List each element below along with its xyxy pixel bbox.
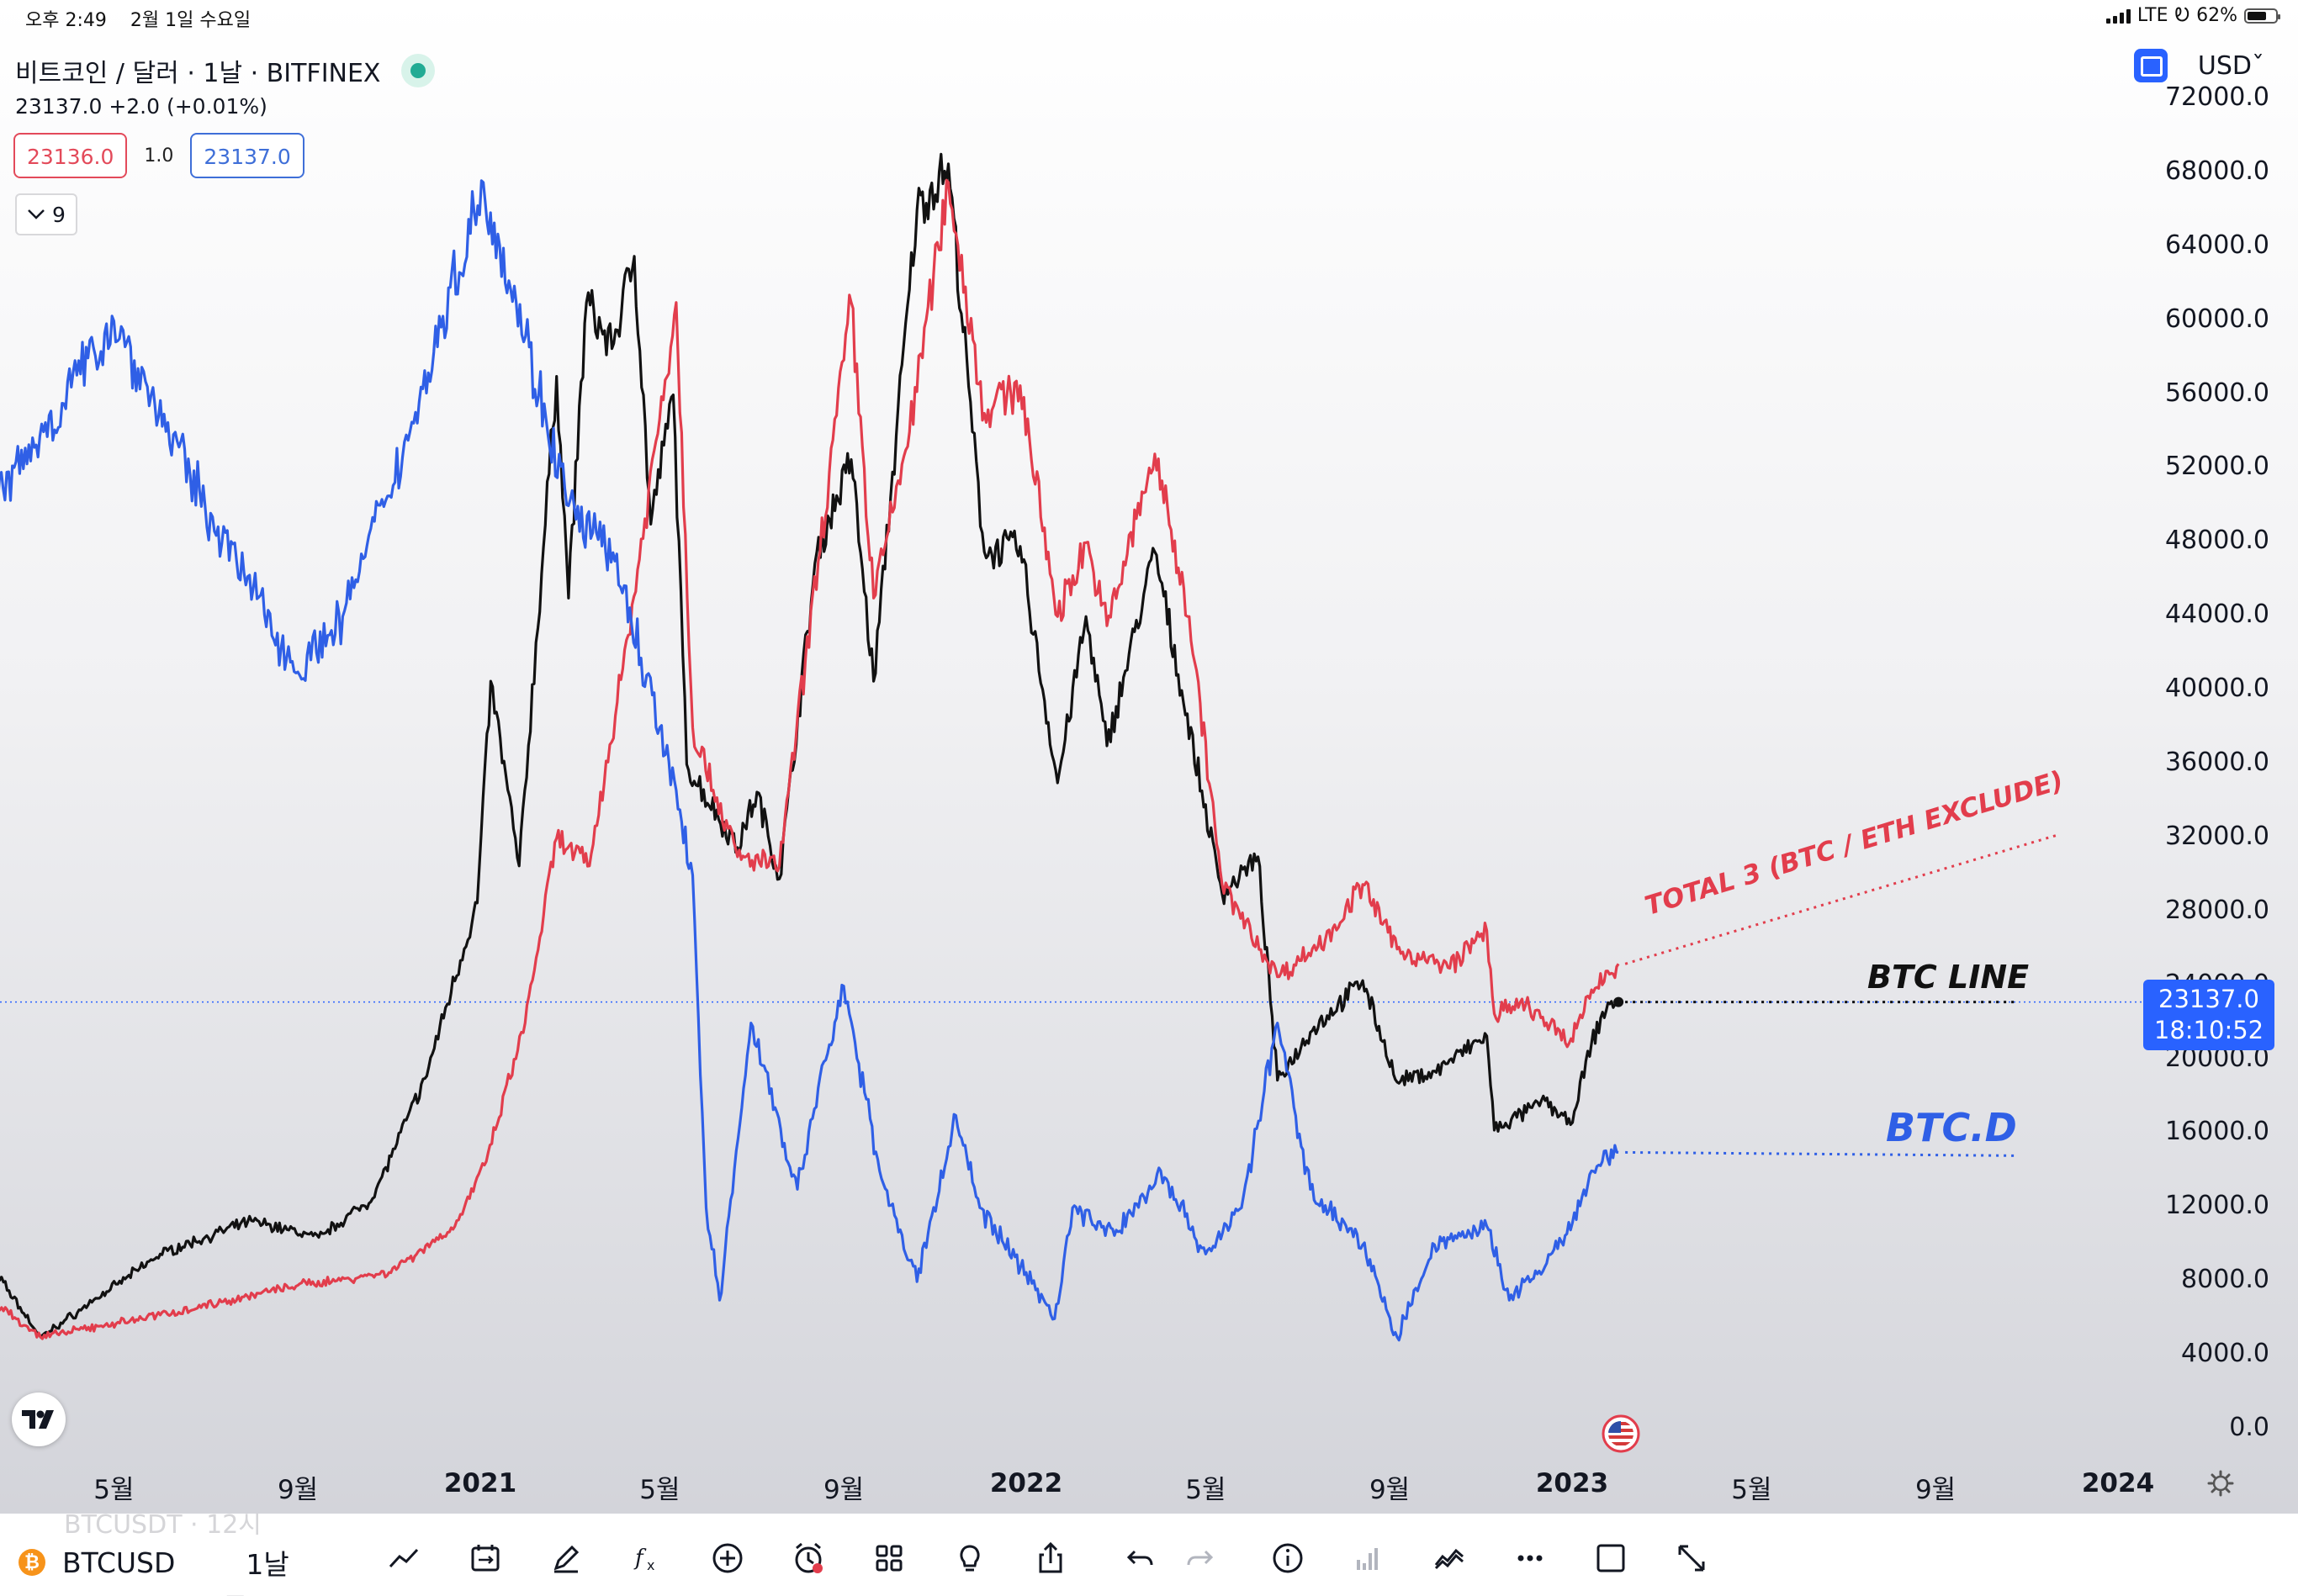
trend-extension-line (1625, 1150, 2020, 1157)
economic-events-flag-icon[interactable] (1602, 1414, 1640, 1453)
price-axis-label: 12000.0 (2164, 1191, 2269, 1221)
caret-down-icon: ˇ (2252, 50, 2264, 81)
status-indicators: LTE Ꭷ 62% (2105, 5, 2280, 26)
price-axis-label: 68000.0 (2164, 156, 2269, 186)
price-axis-label: 72000.0 (2164, 82, 2269, 112)
price-axis-label: 28000.0 (2164, 895, 2269, 925)
price-axis-label: 48000.0 (2164, 526, 2269, 556)
currency-selector[interactable]: USDˇ (2198, 51, 2264, 81)
price-axis-label: 52000.0 (2164, 452, 2269, 482)
series-line-total3[interactable] (0, 178, 1620, 1340)
watchlist-ghost-row: BTCUSDT · 12시 (64, 1514, 262, 1540)
price-axis-label: 8000.0 (2181, 1265, 2269, 1295)
indicator-count: 9 (52, 202, 66, 227)
indicator-toggle-button[interactable]: 9 (15, 193, 77, 235)
buy-button[interactable]: 23137.0 (190, 133, 304, 178)
svg-text:f: f (633, 1546, 647, 1571)
redo-icon[interactable] (1179, 1537, 1221, 1579)
time-axis-label: 5월 (93, 1475, 135, 1505)
status-date: 2월 1일 수요일 (130, 10, 252, 31)
bottom-toolbar: BTCUSDT · 12시 ETHUSDT · 1주 ₿ BTCUSD 1날 f… (0, 1514, 2298, 1596)
symbol-title[interactable]: 비트코인 / 달러 · 1날 · BITFINEX (15, 52, 435, 89)
current-price-value: 23137.0 (2158, 985, 2259, 1013)
info-icon[interactable] (1267, 1537, 1309, 1579)
more-icon[interactable] (1509, 1537, 1551, 1579)
drawing-pen-icon[interactable] (545, 1537, 587, 1579)
interval-selector[interactable]: 1날 (246, 1548, 289, 1581)
headphone-icon: Ꭷ (2174, 5, 2190, 26)
market-open-icon (400, 54, 435, 87)
price-axis-label: 16000.0 (2164, 1117, 2269, 1147)
symbol-selector[interactable]: ₿ BTCUSD 1날 (19, 1542, 289, 1583)
undo-icon[interactable] (1119, 1537, 1161, 1579)
alert-clock-icon[interactable] (787, 1537, 829, 1579)
price-axis-label: 64000.0 (2164, 230, 2269, 260)
price-change-line: 23137.0 +2.0 (+0.01%) (15, 94, 267, 119)
price-axis-label: 32000.0 (2164, 821, 2269, 851)
price-axis-label: 60000.0 (2164, 304, 2269, 334)
chevron-down-icon (28, 209, 45, 219)
svg-text:x: x (647, 1557, 654, 1573)
price-axis-label: 44000.0 (2164, 600, 2269, 630)
time-axis-label: 2024 (2081, 1468, 2155, 1498)
currency-value: USD (2197, 50, 2252, 81)
sell-button[interactable]: 23136.0 (13, 133, 128, 178)
price-axis-label: 40000.0 (2164, 674, 2269, 704)
fullscreen-icon[interactable] (2133, 49, 2168, 82)
status-clock: 오후 2:49 (25, 10, 107, 31)
price-axis-label: 0.0 (2229, 1413, 2269, 1442)
annotation-btc-line[interactable]: BTC LINE (1867, 959, 2030, 996)
time-axis-label: 9월 (1369, 1475, 1411, 1505)
time-axis-label: 5월 (1731, 1475, 1772, 1505)
last-price-marker (1613, 996, 1624, 1007)
bitcoin-coin-icon: ₿ (19, 1549, 45, 1576)
time-axis-label: 2021 (443, 1468, 517, 1498)
watchlist-ghost-row: ETHUSDT · 1주 (64, 1586, 247, 1596)
price-axis-label: 36000.0 (2164, 748, 2269, 777)
settings-gear-icon[interactable] (2207, 1470, 2234, 1497)
time-axis-label: 2023 (1535, 1468, 1609, 1498)
symbol-title-text: 비트코인 / 달러 · 1날 · BITFINEX (15, 59, 381, 88)
share-icon[interactable] (1030, 1537, 1072, 1579)
chart-type-line-icon[interactable] (383, 1537, 425, 1579)
battery-percent: 62% (2196, 5, 2237, 26)
time-axis-label: 9월 (823, 1475, 865, 1505)
price-axis-label: 56000.0 (2164, 378, 2269, 408)
bar-stats-icon[interactable] (1348, 1537, 1390, 1579)
spread-value: 1.0 (144, 145, 174, 166)
window-square-icon[interactable] (1590, 1537, 1632, 1579)
symbol-name: BTCUSD (62, 1546, 176, 1579)
series-line-btcd[interactable] (0, 179, 1619, 1342)
tradingview-logo-icon[interactable] (12, 1393, 66, 1446)
network-label: LTE (2137, 5, 2168, 26)
add-plus-icon[interactable] (707, 1537, 749, 1579)
price-axis-label: 4000.0 (2181, 1339, 2269, 1369)
cellular-signal-icon (2105, 8, 2131, 24)
time-axis-label: 9월 (1914, 1475, 1956, 1505)
time-axis-label: 5월 (639, 1475, 680, 1505)
bid-ask-panel: 23136.0 1.0 23137.0 (13, 133, 304, 178)
replay-wave-icon[interactable] (1428, 1537, 1470, 1579)
status-time: 오후 2:49 2월 1일 수요일 (25, 5, 251, 32)
time-axis-label: 5월 (1185, 1475, 1226, 1505)
top-right-controls: USDˇ (2133, 49, 2264, 82)
chart-background (0, 0, 2298, 1514)
annotation-btc-dominance[interactable]: BTC.D (1886, 1105, 2017, 1150)
bar-countdown: 18:10:52 (2153, 1016, 2264, 1044)
compare-calendar-icon[interactable] (464, 1537, 506, 1579)
current-price-tag: 23137.0 18:10:52 (2143, 980, 2274, 1050)
time-axis-label: 9월 (277, 1475, 319, 1505)
ideas-lightbulb-icon[interactable] (949, 1537, 991, 1579)
layout-grid-icon[interactable] (868, 1537, 910, 1579)
battery-icon (2244, 8, 2280, 24)
series-line-btc[interactable] (0, 152, 1620, 1339)
chart-canvas[interactable] (0, 0, 2298, 1514)
time-axis-label: 2022 (989, 1468, 1063, 1498)
expand-arrows-icon[interactable] (1671, 1537, 1713, 1579)
